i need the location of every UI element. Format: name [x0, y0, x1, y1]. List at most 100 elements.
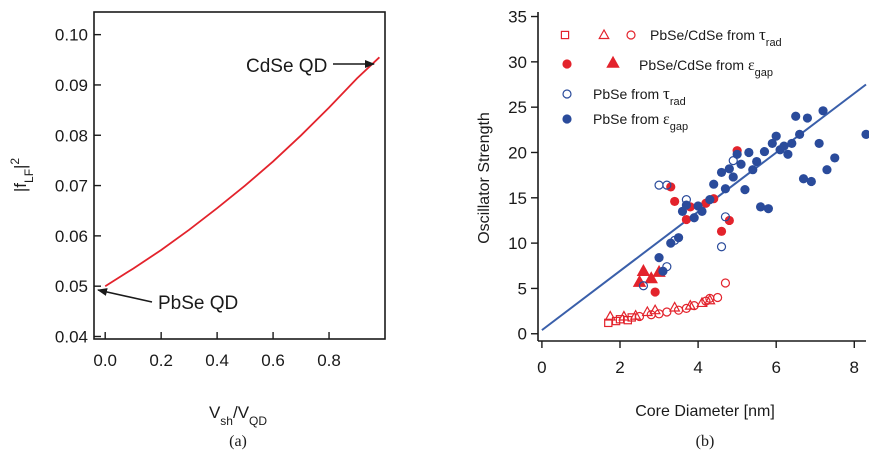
data-point-series-6	[681, 200, 691, 210]
y-tick-label: 0.10	[55, 26, 88, 45]
data-point-series-6	[783, 149, 793, 159]
data-point-series-2	[689, 301, 699, 311]
legend-marker-open-square	[560, 30, 570, 40]
data-point-series-6	[658, 266, 668, 276]
data-point-series-6	[720, 184, 731, 194]
panel-a-y-axis: 0.04 0.05 0.06 0.07 0.08 0.09 0.10	[55, 26, 101, 346]
legend-marker-filled-triangle	[606, 55, 620, 68]
data-point-series-3	[724, 215, 734, 226]
data-point-series-4	[644, 271, 658, 284]
panel-a-x-axis: 0.0 0.2 0.4 0.6 0.8	[93, 332, 341, 370]
data-point-series-5	[716, 242, 727, 252]
panel-a-frame	[93, 11, 386, 340]
data-point-series-6	[802, 113, 813, 123]
panel-a-curve	[104, 56, 381, 287]
data-point-series-6	[654, 253, 664, 263]
data-point-series-6	[791, 111, 801, 121]
data-point-series-6	[818, 106, 828, 116]
panel-b-x-axis: 0 2 4 6 8	[537, 341, 859, 377]
legend-marker-open-circle-blue	[562, 89, 572, 99]
y-tick-label: 0.05	[55, 277, 88, 296]
data-point-series-6	[771, 131, 781, 141]
data-point-series-6	[673, 233, 684, 243]
data-point-series-6	[806, 176, 816, 187]
panel-b-x-label: Core Diameter [nm]	[635, 403, 775, 420]
data-point-series-1	[629, 309, 642, 320]
data-point-series-1	[618, 310, 630, 321]
x-tick-label: 0.0	[93, 351, 117, 370]
data-point-series-6	[795, 129, 805, 139]
panel-b-caption: (b)	[696, 433, 715, 450]
data-point-series-3	[681, 214, 691, 225]
x-tick-label: 4	[693, 358, 702, 377]
legend-label-2: PbSe/CdSe from εgap	[639, 57, 773, 79]
legend-marker-open-circle	[626, 30, 636, 40]
data-point-series-6	[724, 164, 734, 174]
data-point-series-6	[752, 156, 762, 167]
y-tick-label: 0.08	[55, 126, 88, 145]
panel-b-legend: PbSe/CdSe from τrad PbSe/CdSe from εgap …	[560, 25, 782, 133]
x-tick-label: 6	[771, 358, 780, 377]
y-tick-label: 15	[508, 189, 527, 208]
data-point-series-6	[709, 179, 719, 189]
legend-label-3: PbSe from τrad	[593, 84, 686, 108]
data-point-series-6	[779, 141, 789, 151]
data-point-series-2	[681, 303, 691, 313]
x-tick-label: 0.2	[149, 351, 173, 370]
data-point-series-6	[755, 202, 766, 212]
y-tick-label: 35	[508, 8, 527, 27]
y-tick-label: 20	[508, 143, 527, 162]
data-point-series-6	[728, 172, 738, 182]
panel-a-x-label: Vsh/VQD	[209, 403, 267, 428]
legend-marker-filled-circle-blue	[562, 114, 572, 124]
x-tick-label: 0	[537, 358, 546, 377]
data-point-series-0	[615, 315, 625, 324]
panel-a-caption: (a)	[229, 433, 247, 450]
legend-label-1: PbSe/CdSe from τrad	[650, 25, 782, 49]
data-point-series-6	[767, 138, 777, 149]
panel-a: 0.040.050.060.070.080.090.10 0.0 0.2 0.4 0.…	[8, 11, 386, 450]
data-point-series-3	[670, 196, 680, 207]
data-point-series-3	[650, 287, 660, 297]
data-point-series-1	[696, 296, 708, 308]
y-tick-label: 0.04	[55, 327, 88, 346]
legend-label-4: PbSe from εgap	[593, 111, 688, 133]
annotation-cdse-qd: CdSe QD	[246, 56, 327, 77]
x-tick-label: 0.6	[261, 351, 285, 370]
data-point-series-6	[744, 147, 754, 158]
data-point-series-6	[748, 165, 758, 175]
data-point-series-1	[704, 293, 716, 305]
panel-b: 0 5 10 15 20 25 30 35 0 2 4 6 8 PbSe/CdSe from τrad…	[476, 8, 869, 450]
data-point-series-2	[662, 307, 672, 317]
data-point-series-6	[705, 195, 715, 205]
data-point-series-6	[697, 206, 707, 216]
data-point-series-3	[716, 226, 727, 236]
data-point-series-6	[861, 129, 869, 139]
data-point-series-6	[736, 159, 746, 169]
data-point-series-6	[763, 204, 773, 214]
panel-a-y-label: |fLF|2	[8, 158, 36, 193]
data-point-series-5	[654, 180, 664, 190]
y-tick-label: 0.06	[55, 227, 88, 246]
legend-marker-open-triangle	[598, 28, 610, 40]
y-tick-label: 10	[508, 234, 527, 253]
data-point-series-6	[787, 138, 797, 149]
x-tick-label: 8	[850, 358, 859, 377]
data-point-series-2	[713, 292, 723, 303]
data-point-series-6	[666, 238, 676, 248]
data-point-series-4	[636, 263, 651, 277]
data-point-series-2	[634, 311, 645, 322]
panel-b-y-axis: 0 5 10 15 20 25 30 35	[508, 8, 538, 344]
y-tick-label: 5	[518, 279, 527, 298]
legend-marker-filled-circle	[562, 59, 572, 69]
data-point-series-5	[638, 281, 649, 291]
y-tick-label: 0.07	[55, 177, 88, 196]
data-point-series-6	[822, 165, 832, 175]
data-point-series-0	[604, 318, 613, 328]
data-point-series-6	[732, 149, 742, 159]
data-point-series-6	[740, 185, 750, 195]
data-point-series-5	[720, 212, 731, 222]
data-point-series-6	[759, 146, 770, 157]
panel-b-y-label: Oscillator Strength	[476, 112, 493, 244]
data-point-series-6	[716, 167, 727, 178]
